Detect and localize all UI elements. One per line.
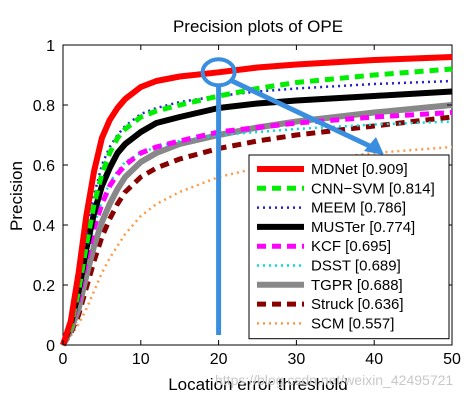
x-tick-label: 20 (210, 351, 228, 368)
legend-label: Struck [0.636] (311, 296, 404, 313)
series-line-cnn-svm (60, 66, 453, 346)
watermark-text: https://blog.csdn.net/weixin_42495721 (215, 372, 453, 388)
legend-label: SCM [0.557] (311, 315, 394, 332)
legend-label: CNN−SVM [0.814] (311, 180, 435, 197)
legend-label: MEEM [0.786] (311, 200, 406, 217)
legend-label: DSST [0.689] (311, 258, 401, 275)
y-tick-label: 0 (46, 338, 55, 355)
legend-label: MUSTer [0.774] (311, 219, 415, 236)
legend-label: KCF [0.695] (311, 238, 391, 255)
x-axis-label: Location error threshold (168, 375, 348, 394)
legend-label: MDNet [0.909] (311, 161, 408, 178)
annotation-highlight (200, 57, 384, 335)
chart-title: Precision plots of OPE (173, 17, 343, 36)
x-tick-label: 30 (288, 351, 306, 368)
legend-label: TGPR [0.688] (311, 277, 403, 294)
diagonal-arrow-line (229, 78, 378, 152)
y-tick-label: 0.6 (33, 158, 55, 175)
legend: MDNet [0.909] CNN−SVM [0.814] MEEM [0.786]… (248, 154, 450, 340)
axis-ticks: 0 10 20 30 40 50 0 0.2 0.4 0.6 0.8 1 (33, 38, 461, 368)
series-line-muster (60, 88, 453, 347)
x-tick-label: 10 (132, 351, 150, 368)
x-tick-label: 40 (365, 351, 383, 368)
legend-box (248, 154, 450, 340)
x-tick-label: 0 (59, 351, 68, 368)
arrow-head (364, 137, 384, 155)
series-line-mdnet (60, 54, 453, 346)
y-tick-label: 0.4 (33, 218, 55, 235)
y-axis-label: Precision (7, 161, 26, 231)
y-tick-label: 0.8 (33, 98, 55, 115)
series-line-scm (62, 145, 453, 346)
y-tick-label: 1 (46, 38, 55, 55)
x-tick-label: 50 (443, 351, 461, 368)
series-layer (60, 54, 453, 347)
y-tick-label: 0.2 (33, 278, 55, 295)
